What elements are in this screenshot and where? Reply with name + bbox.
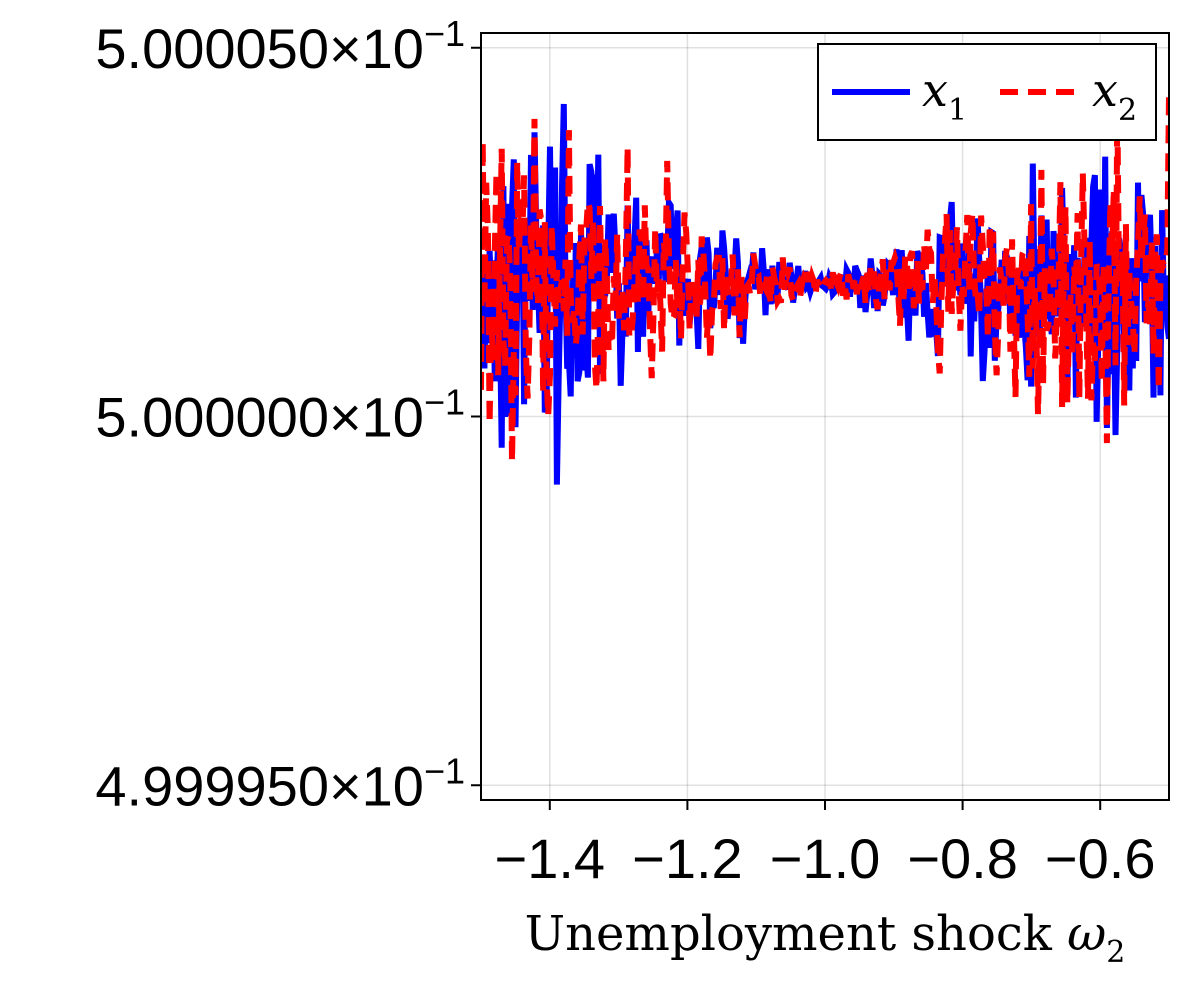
legend-label-x1-name: x [922,63,948,117]
legend-label-x2-name: x [1092,63,1118,117]
y-tick-label: 5.000050×10−1 [95,13,465,80]
legend-label-x2: x2 [1092,63,1137,128]
x-tick-label: −1.0 [770,827,881,890]
x-axis-title: Unemployment shock ω2 [525,906,1126,970]
legend-label-x1-sub: 1 [948,93,967,128]
y-axis: 4.999950×10−1 5.000000×10−1 5.000050×10−1 [95,13,481,817]
x-axis-title-subscript: 2 [1106,935,1125,970]
x-tick-label: −1.2 [632,827,743,890]
x-tick-label: −0.6 [1045,827,1156,890]
legend: x1 x2 [817,43,1157,141]
legend-label-x2-sub: 2 [1118,93,1137,128]
y-tick-label: 4.999950×10−1 [95,750,465,817]
legend-label-x1: x1 [922,63,967,128]
series-line-x2 [481,94,1169,462]
x-axis-title-text: Unemployment shock [525,906,1067,962]
x-axis: −1.4 −1.2 −1.0 −0.8 −0.6 [495,800,1156,890]
y-tick-label: 5.000000×10−1 [95,382,465,449]
plot-series [481,94,1169,485]
series-line-x1 [481,103,1169,485]
x-tick-label: −0.8 [907,827,1018,890]
x-tick-label: −1.4 [495,827,606,890]
grid-lines [481,33,1169,800]
x-axis-title-symbol: ω [1067,906,1106,962]
